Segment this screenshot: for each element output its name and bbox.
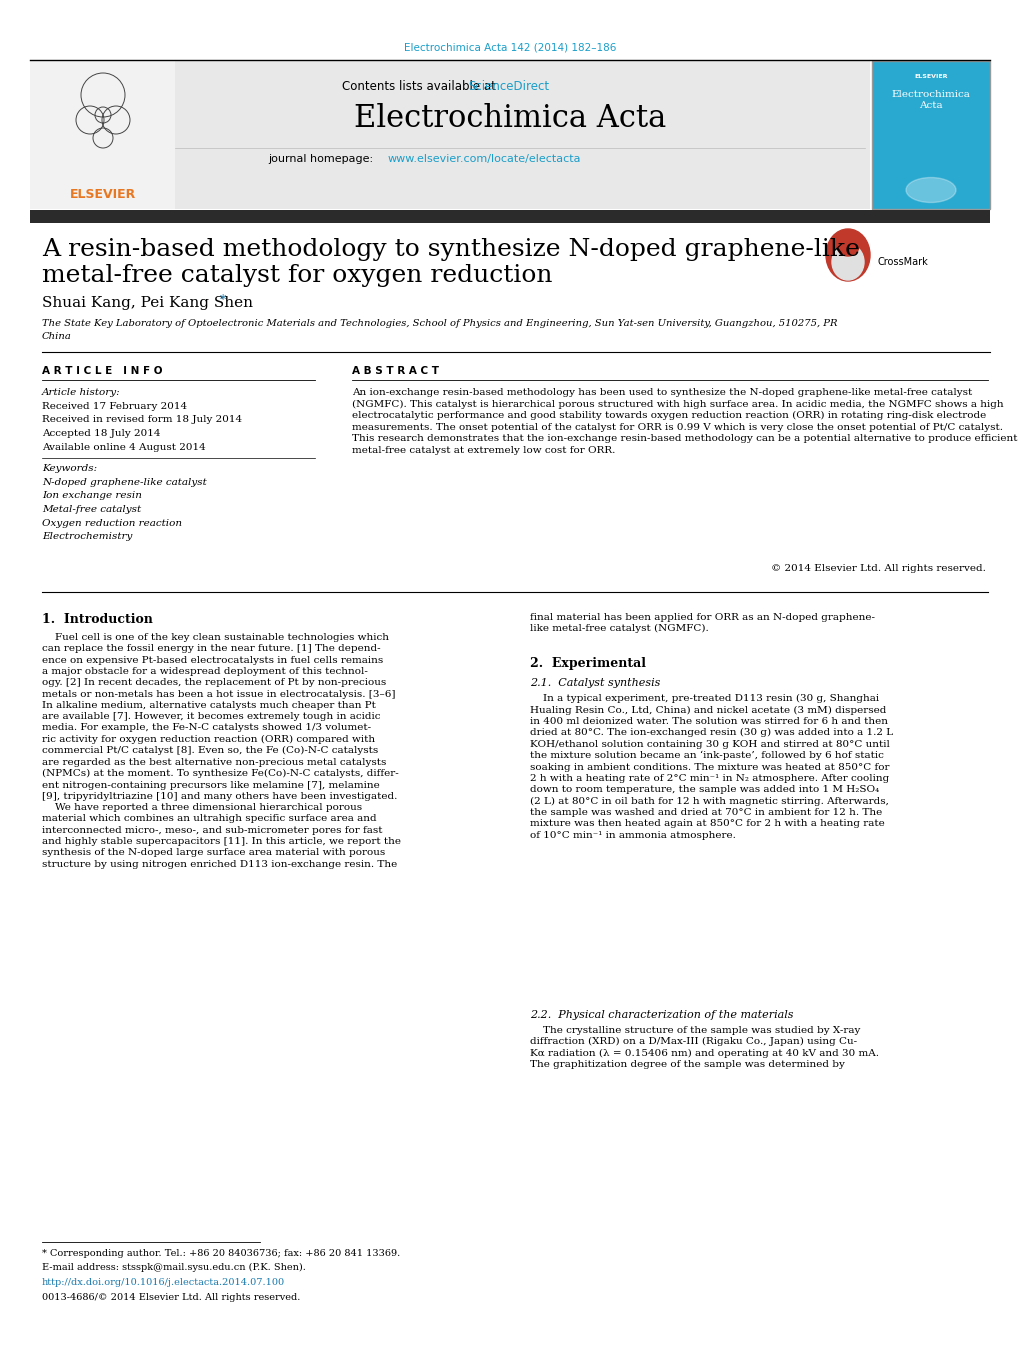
Text: 2.1.  Catalyst synthesis: 2.1. Catalyst synthesis <box>530 678 659 688</box>
Text: Electrochimica Acta 142 (2014) 182–186: Electrochimica Acta 142 (2014) 182–186 <box>404 42 615 51</box>
Text: Accepted 18 July 2014: Accepted 18 July 2014 <box>42 430 160 438</box>
Text: Fuel cell is one of the key clean sustainable technologies which
can replace the: Fuel cell is one of the key clean sustai… <box>42 634 400 869</box>
Text: final material has been applied for ORR as an N-doped graphene-
like metal-free : final material has been applied for ORR … <box>530 613 874 634</box>
Text: Metal-free catalyst: Metal-free catalyst <box>42 505 141 513</box>
Text: *: * <box>220 295 226 307</box>
Ellipse shape <box>825 230 869 281</box>
Text: journal homepage:: journal homepage: <box>268 154 376 163</box>
Text: 1.  Introduction: 1. Introduction <box>42 613 153 626</box>
Text: Received 17 February 2014: Received 17 February 2014 <box>42 403 186 411</box>
Text: The State Key Laboratory of Optoelectronic Materials and Technologies, School of: The State Key Laboratory of Optoelectron… <box>42 319 837 328</box>
Text: A B S T R A C T: A B S T R A C T <box>352 366 438 376</box>
Text: Received in revised form 18 July 2014: Received in revised form 18 July 2014 <box>42 416 242 424</box>
Text: Shuai Kang, Pei Kang Shen: Shuai Kang, Pei Kang Shen <box>42 296 253 309</box>
Text: E-mail address: stsspk@mail.sysu.edu.cn (P.K. Shen).: E-mail address: stsspk@mail.sysu.edu.cn … <box>42 1263 306 1273</box>
Text: metal-free catalyst for oxygen reduction: metal-free catalyst for oxygen reduction <box>42 263 552 286</box>
Bar <box>871 61 989 209</box>
Text: www.elsevier.com/locate/electacta: www.elsevier.com/locate/electacta <box>387 154 581 163</box>
Ellipse shape <box>837 236 858 255</box>
Text: A R T I C L E   I N F O: A R T I C L E I N F O <box>42 366 162 376</box>
Text: 2.  Experimental: 2. Experimental <box>530 657 645 670</box>
Text: ScienceDirect: ScienceDirect <box>468 80 548 93</box>
Text: © 2014 Elsevier Ltd. All rights reserved.: © 2014 Elsevier Ltd. All rights reserved… <box>770 563 985 573</box>
Bar <box>30 209 989 223</box>
Ellipse shape <box>905 177 955 203</box>
Text: Oxygen reduction reaction: Oxygen reduction reaction <box>42 519 181 527</box>
Text: N-doped graphene-like catalyst: N-doped graphene-like catalyst <box>42 478 207 486</box>
Text: A resin-based methodology to synthesize N-doped graphene-like: A resin-based methodology to synthesize … <box>42 238 859 261</box>
Text: An ion-exchange resin-based methodology has been used to synthesize the N-doped : An ion-exchange resin-based methodology … <box>352 388 1017 454</box>
Text: http://dx.doi.org/10.1016/j.electacta.2014.07.100: http://dx.doi.org/10.1016/j.electacta.20… <box>42 1278 285 1288</box>
Text: China: China <box>42 332 71 340</box>
Text: In a typical experiment, pre-treated D113 resin (30 g, Shanghai
Hualing Resin Co: In a typical experiment, pre-treated D11… <box>530 694 893 840</box>
Text: Article history:: Article history: <box>42 388 120 397</box>
Text: Keywords:: Keywords: <box>42 463 97 473</box>
Text: Available online 4 August 2014: Available online 4 August 2014 <box>42 443 206 451</box>
Text: The crystalline structure of the sample was studied by X-ray
diffraction (XRD) o: The crystalline structure of the sample … <box>530 1025 878 1069</box>
Text: Electrochimica
Acta: Electrochimica Acta <box>891 91 969 109</box>
Text: ELSEVIER: ELSEVIER <box>913 74 947 78</box>
Bar <box>30 61 869 209</box>
Text: Electrochemistry: Electrochemistry <box>42 532 132 540</box>
Text: Electrochimica Acta: Electrochimica Acta <box>354 103 665 134</box>
Text: Contents lists available at: Contents lists available at <box>341 80 499 93</box>
Text: ELSEVIER: ELSEVIER <box>70 188 136 201</box>
Text: 2.2.  Physical characterization of the materials: 2.2. Physical characterization of the ma… <box>530 1011 793 1020</box>
Text: Ion exchange resin: Ion exchange resin <box>42 492 142 500</box>
Bar <box>30 61 175 209</box>
Text: CrossMark: CrossMark <box>877 257 928 267</box>
Ellipse shape <box>832 245 863 280</box>
Text: 0013-4686/© 2014 Elsevier Ltd. All rights reserved.: 0013-4686/© 2014 Elsevier Ltd. All right… <box>42 1293 300 1302</box>
Text: * Corresponding author. Tel.: +86 20 84036736; fax: +86 20 841 13369.: * Corresponding author. Tel.: +86 20 840… <box>42 1250 399 1258</box>
